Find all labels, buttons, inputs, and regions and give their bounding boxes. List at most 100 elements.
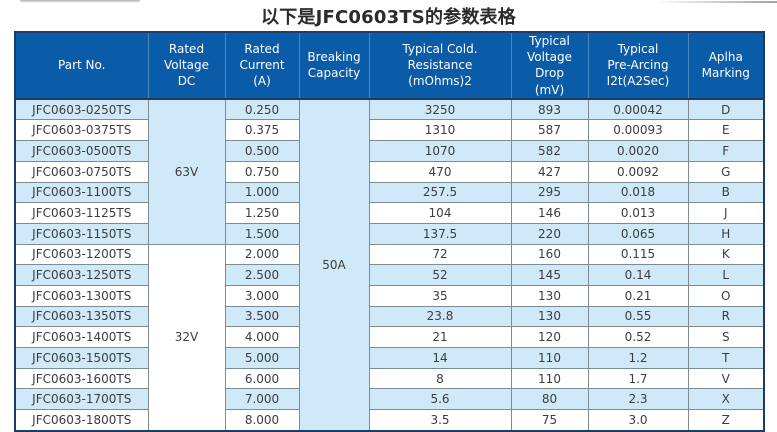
- header-pre-arcing-i2t: Typical Pre-Arcing I2t(A2Sec): [587, 32, 688, 100]
- cell-voltage-drop: 587: [510, 119, 589, 142]
- cell-voltage-drop: 75: [510, 409, 589, 432]
- cell-rated-current: 1.500: [224, 222, 300, 245]
- cell-rated-current: 3.000: [224, 284, 300, 307]
- cell-cold-resistance: 104: [368, 202, 512, 224]
- cell-pre-arcing-i2t: 0.00093: [587, 119, 689, 142]
- cell-voltage-drop: 582: [510, 140, 589, 162]
- cell-rated-current: 8.000: [224, 409, 300, 432]
- cell-rated-current: 0.750: [224, 160, 300, 183]
- header-rated-voltage: Rated Voltage DC: [147, 32, 225, 100]
- cell-rated-current: 2.500: [224, 264, 300, 286]
- cell-cold-resistance: 3250: [368, 98, 512, 121]
- cell-pre-arcing-i2t: 0.21: [587, 284, 689, 307]
- cell-voltage-drop: 110: [510, 367, 589, 390]
- cell-voltage-drop: 110: [510, 347, 589, 369]
- cell-part-no: JFC0603-1100TS: [14, 181, 149, 204]
- cell-alpha-marking: D: [687, 98, 765, 121]
- cell-alpha-marking: O: [687, 284, 765, 307]
- cell-pre-arcing-i2t: 1.7: [587, 367, 689, 390]
- cell-cold-resistance: 8: [368, 367, 512, 390]
- cell-part-no: JFC0603-1250TS: [14, 264, 149, 286]
- cell-rated-voltage-63v: 63V: [147, 98, 226, 245]
- cell-alpha-marking: S: [687, 326, 765, 348]
- cell-voltage-drop: 80: [510, 388, 589, 411]
- header-rated-current: Rated Current (A): [224, 32, 299, 100]
- cell-rated-current: 0.375: [224, 119, 300, 142]
- cell-alpha-marking: V: [687, 367, 765, 390]
- table-header: Part No. Rated Voltage DC Rated Current …: [15, 32, 764, 100]
- cell-part-no: JFC0603-0750TS: [14, 160, 149, 183]
- cell-pre-arcing-i2t: 0.018: [587, 181, 689, 204]
- cell-voltage-drop: 160: [510, 243, 589, 266]
- cell-cold-resistance: 257.5: [368, 181, 512, 204]
- cell-pre-arcing-i2t: 0.55: [587, 305, 689, 328]
- cell-part-no: JFC0603-1400TS: [14, 326, 149, 348]
- cell-part-no: JFC0603-1300TS: [14, 284, 149, 307]
- cell-alpha-marking: J: [687, 202, 765, 224]
- cell-part-no: JFC0603-1800TS: [14, 409, 149, 432]
- cell-cold-resistance: 1070: [368, 140, 512, 162]
- header-part-no: Part No.: [15, 32, 148, 100]
- page-edge-artifact-right: [653, 1, 777, 3]
- cell-part-no: JFC0603-1150TS: [14, 222, 149, 245]
- table-row: JFC0603-1200TS 32V 2.000 72 160 0.115 K: [14, 243, 765, 432]
- cell-alpha-marking: B: [687, 181, 765, 204]
- cell-alpha-marking: L: [687, 264, 765, 286]
- cell-rated-current: 3.500: [224, 305, 300, 328]
- header-cold-resistance: Typical Cold. Resistance (mOhms)2: [368, 32, 511, 100]
- cell-part-no: JFC0603-0375TS: [14, 119, 149, 142]
- cell-part-no: JFC0603-1700TS: [14, 388, 149, 411]
- table-row: JFC0603-1800TS 8.000 3.5 75 3.0 Z: [14, 409, 765, 432]
- cell-alpha-marking: G: [687, 160, 765, 183]
- table-row: JFC0603-1150TS 1.500 137.5 220 0.065 H: [14, 222, 765, 245]
- table-body: JFC0603-0250TS 63V 0.250 50A 3250 893 0.00042 D…: [14, 98, 765, 432]
- cell-voltage-drop: 146: [510, 202, 589, 224]
- cell-alpha-marking: E: [687, 119, 765, 142]
- cell-cold-resistance: 21: [368, 326, 512, 348]
- page-edge-artifact-left: [20, 0, 140, 3]
- table-row: JFC0603-0500TS 0.500 1070 582 0.0020 F: [14, 140, 765, 162]
- cell-cold-resistance: 23.8: [368, 305, 512, 328]
- cell-pre-arcing-i2t: 0.0020: [587, 140, 689, 162]
- cell-pre-arcing-i2t: 0.013: [587, 202, 689, 224]
- cell-alpha-marking: F: [687, 140, 765, 162]
- header-voltage-drop: Typical Voltage Drop (mV): [510, 32, 588, 100]
- cell-rated-current: 0.500: [224, 140, 300, 162]
- cell-rated-current: 0.250: [224, 98, 300, 121]
- cell-pre-arcing-i2t: 0.00042: [587, 98, 689, 121]
- cell-alpha-marking: T: [687, 347, 765, 369]
- table-row: JFC0603-1400TS 4.000 21 120 0.52 S: [14, 326, 765, 348]
- cell-alpha-marking: K: [687, 243, 765, 266]
- cell-rated-current: 1.000: [224, 181, 300, 204]
- table-row: JFC0603-0375TS 0.375 1310 587 0.00093 E: [14, 119, 765, 142]
- cell-voltage-drop: 893: [510, 98, 589, 121]
- cell-alpha-marking: X: [687, 388, 765, 411]
- cell-voltage-drop: 120: [510, 326, 589, 348]
- cell-alpha-marking: R: [687, 305, 765, 328]
- cell-voltage-drop: 130: [510, 284, 589, 307]
- cell-voltage-drop: 295: [510, 181, 589, 204]
- cell-pre-arcing-i2t: 0.52: [587, 326, 689, 348]
- cell-part-no: JFC0603-1500TS: [14, 347, 149, 369]
- parameter-table: Part No. Rated Voltage DC Rated Current …: [14, 31, 765, 432]
- cell-alpha-marking: H: [687, 222, 765, 245]
- page-title: 以下是JFC0603TS的参数表格: [261, 7, 516, 28]
- table-row: JFC0603-1125TS 1.250 104 146 0.013 J: [14, 202, 765, 224]
- cell-pre-arcing-i2t: 0.065: [587, 222, 689, 245]
- cell-rated-current: 1.250: [224, 202, 300, 224]
- cell-breaking-capacity: 50A: [298, 98, 370, 432]
- cell-pre-arcing-i2t: 1.2: [587, 347, 689, 369]
- table-row: JFC0603-1250TS 2.500 52 145 0.14 L: [14, 264, 765, 286]
- cell-cold-resistance: 72: [368, 243, 512, 266]
- cell-voltage-drop: 220: [510, 222, 589, 245]
- cell-part-no: JFC0603-1125TS: [14, 202, 149, 224]
- table-row: JFC0603-1100TS 1.000 257.5 295 0.018 B: [14, 181, 765, 204]
- cell-rated-current: 6.000: [224, 367, 300, 390]
- cell-cold-resistance: 14: [368, 347, 512, 369]
- cell-part-no: JFC0603-0250TS: [14, 98, 149, 121]
- cell-part-no: JFC0603-0500TS: [14, 140, 149, 162]
- cell-pre-arcing-i2t: 2.3: [587, 388, 689, 411]
- cell-rated-current: 4.000: [224, 326, 300, 348]
- header-breaking-capacity: Breaking Capacity: [298, 32, 369, 100]
- cell-cold-resistance: 470: [368, 160, 512, 183]
